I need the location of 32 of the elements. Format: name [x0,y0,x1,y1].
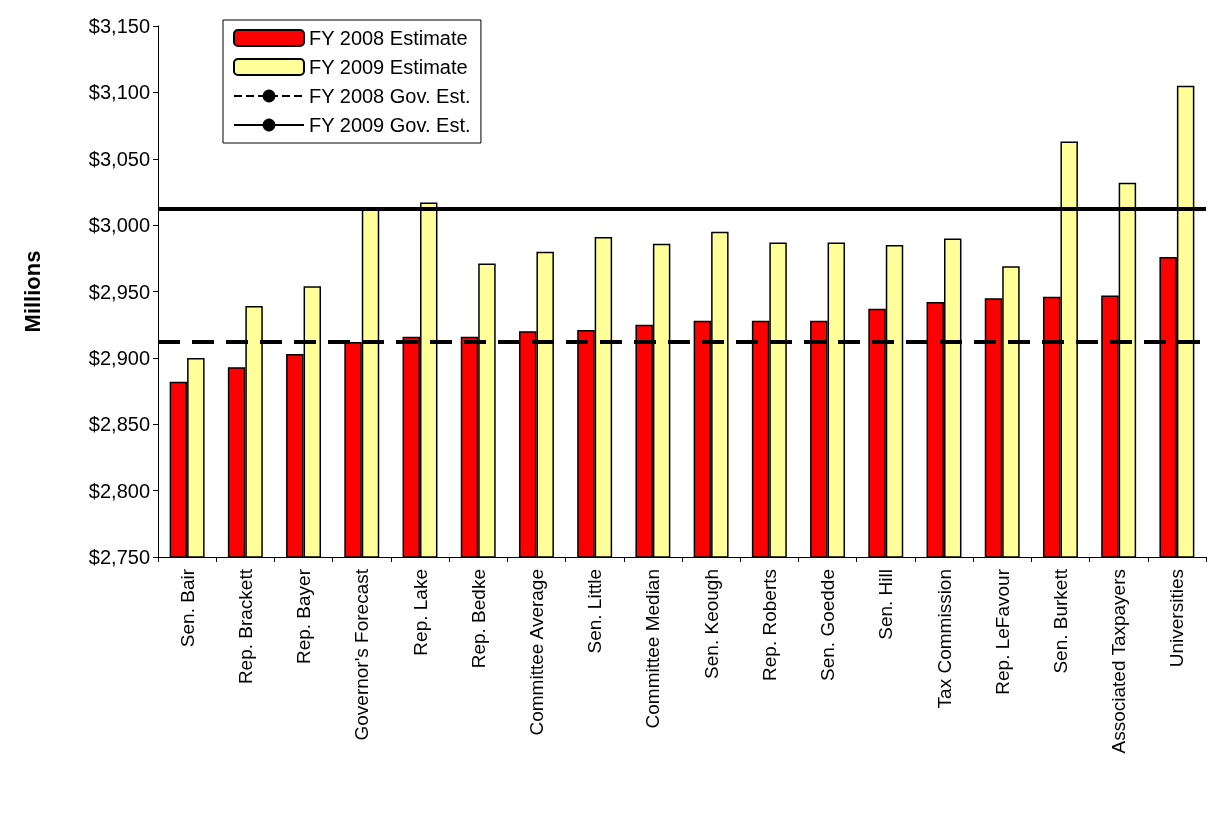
x-tick-label: Sen. Bair [176,568,198,648]
x-tick-label: Rep. Brackett [234,568,256,685]
y-axis-title: Millions [19,250,45,333]
y-tick-label: $2,750 [88,546,150,568]
x-tick-label: Rep. Roberts [758,569,780,681]
x-tick-label: Sen. Keough [700,569,722,679]
x-tick-label: Committee Average [525,569,547,736]
legend-label: FY 2009 Gov. Est. [309,114,471,136]
y-tick-label: $2,850 [88,413,150,436]
x-tick-label: Tax Commission [933,569,955,709]
x-tick-label: Associated Taxpayers [1108,569,1130,754]
y-tick-label: $2,900 [88,346,150,369]
y-tick-label: $3,150 [88,15,150,37]
x-tick-label: Sen. Goedde [817,569,839,681]
x-tick-label: Sen. Burkett [1049,568,1071,674]
y-tick-label: $2,800 [88,479,150,502]
x-tick-label: Universities [1166,569,1188,668]
x-tick-label: Rep. Bayer [293,568,315,665]
legend-label: FY 2008 Gov. Est. [309,85,471,107]
y-tick-label: $2,950 [88,280,150,303]
y-tick-label: $3,100 [88,81,150,104]
x-tick-label: Committee Median [642,569,664,729]
x-tick-label: Rep. LeFavour [991,568,1013,695]
x-tick-label: Sen. Little [584,569,606,654]
x-tick-label: Governor's Forecast [351,568,373,741]
legend-label: FY 2009 Estimate [309,56,468,78]
x-tick-label: Rep. Lake [409,569,431,656]
x-tick-label: Rep. Bedke [467,569,489,669]
y-tick-label: $3,050 [88,147,150,170]
x-tick-label: Sen. Hill [875,569,897,640]
y-tick-label: $3,000 [88,214,150,237]
legend-label: FY 2008 Estimate [309,27,468,49]
